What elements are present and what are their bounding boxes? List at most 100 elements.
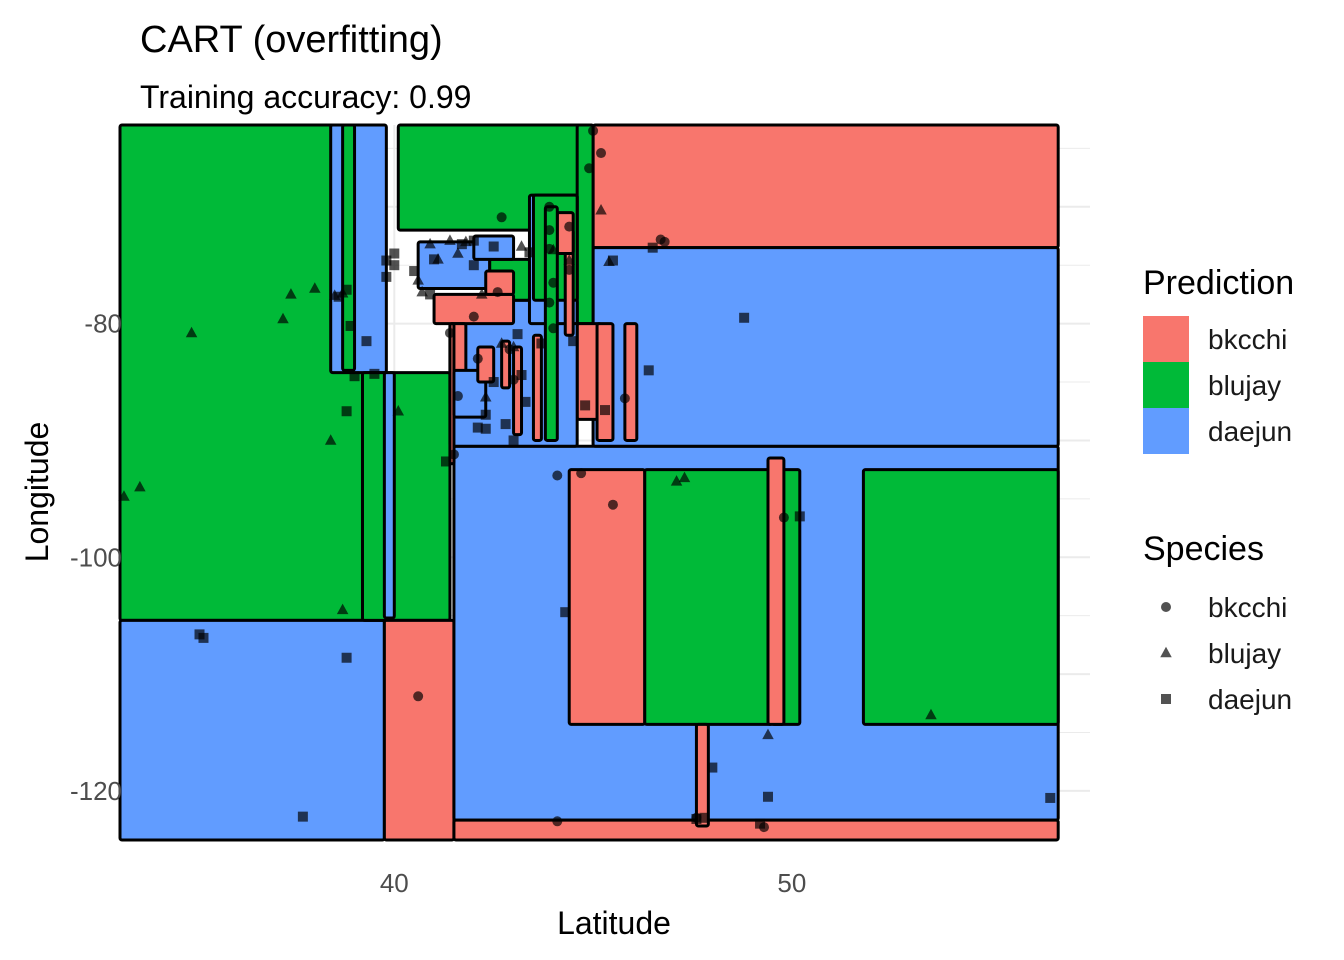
species-legend-label-blujay: blujay: [1208, 638, 1281, 669]
point-daejun: [480, 423, 491, 434]
prediction-legend-label-blujay: blujay: [1208, 370, 1281, 401]
point-blujay: [515, 240, 528, 251]
region-bkcchi: [567, 468, 647, 726]
point-blujay: [309, 282, 321, 293]
region-blujay: [861, 468, 1060, 726]
point-blujay: [412, 274, 424, 285]
point-blujay: [444, 234, 456, 245]
point-daejun: [349, 371, 360, 382]
point-daejun: [468, 235, 479, 246]
point-daejun: [409, 266, 420, 277]
chart-title: CART (overfitting): [140, 19, 443, 61]
point-bkcchi: [778, 512, 789, 523]
point-daejun: [607, 255, 618, 266]
point-daejun: [512, 329, 523, 340]
species-legend-label-daejun: daejun: [1208, 684, 1292, 715]
point-bkcchi: [564, 221, 575, 232]
point-daejun: [468, 260, 479, 271]
point-daejun: [488, 377, 499, 388]
region-blujay: [643, 468, 774, 726]
point-bkcchi: [544, 201, 555, 212]
point-blujay: [134, 480, 146, 492]
point-daejun: [739, 312, 750, 323]
point-blujay: [452, 247, 464, 258]
point-daejun: [524, 247, 535, 258]
region-bkcchi: [591, 123, 1060, 250]
point-daejun: [381, 255, 392, 266]
point-blujay: [595, 204, 607, 215]
point-blujay: [118, 490, 130, 501]
y-tick-label: -100: [70, 542, 122, 572]
observation-points: [118, 125, 1056, 833]
point-bkcchi: [552, 470, 563, 481]
species-legend-key-blujay: [1160, 646, 1172, 658]
region-blujay: [543, 205, 559, 442]
point-daejun: [440, 456, 451, 467]
point-bkcchi: [544, 225, 555, 236]
point-daejun: [341, 652, 352, 663]
prediction-legend-swatch-daejun: [1143, 408, 1189, 454]
region-bkcchi: [531, 333, 543, 442]
x-tick-label: 40: [380, 868, 409, 898]
point-daejun: [707, 762, 718, 773]
species-legend-key-daejun: [1161, 694, 1171, 704]
point-daejun: [699, 812, 710, 823]
point-daejun: [345, 320, 356, 331]
point-bkcchi: [472, 353, 483, 364]
point-bkcchi: [548, 277, 559, 288]
point-bkcchi: [564, 264, 575, 275]
prediction-legend: Prediction bkcchi blujay daejun: [1143, 264, 1294, 454]
point-bkcchi: [468, 311, 479, 322]
prediction-legend-swatch-blujay: [1143, 362, 1189, 408]
region-bkcchi: [432, 292, 516, 326]
point-bkcchi: [444, 327, 455, 338]
point-blujay: [416, 285, 428, 297]
point-bkcchi: [596, 148, 607, 159]
species-legend-title: Species: [1143, 530, 1264, 568]
point-blujay: [495, 337, 508, 348]
point-daejun: [389, 248, 400, 259]
point-bkcchi: [492, 287, 503, 298]
point-daejun: [643, 365, 654, 376]
point-blujay: [476, 288, 488, 299]
chart-subtitle: Training accuracy: 0.99: [140, 79, 471, 115]
point-blujay: [547, 243, 560, 255]
y-axis-title: Longitude: [19, 422, 55, 563]
point-blujay: [392, 404, 405, 416]
point-bkcchi: [607, 499, 618, 510]
point-daejun: [198, 632, 209, 643]
point-daejun: [297, 811, 308, 822]
point-daejun: [536, 338, 547, 349]
axis-ticks: 40 50 -80 -100 -120: [70, 309, 806, 898]
point-daejun: [425, 289, 436, 300]
region-bkcchi: [382, 618, 456, 842]
point-bkcchi: [588, 125, 599, 136]
prediction-legend-swatch-bkcchi: [1143, 316, 1189, 362]
prediction-legend-label-daejun: daejun: [1208, 416, 1292, 447]
point-daejun: [794, 511, 805, 522]
point-daejun: [755, 818, 766, 829]
region-bkcchi: [694, 722, 710, 828]
point-bkcchi: [544, 297, 555, 308]
region-blujay: [341, 123, 357, 372]
point-blujay: [762, 728, 774, 740]
point-bkcchi: [496, 212, 507, 223]
point-bkcchi: [619, 393, 630, 404]
point-blujay: [324, 434, 337, 445]
point-blujay: [424, 237, 436, 249]
point-daejun: [508, 435, 519, 446]
point-bkcchi: [576, 468, 587, 479]
species-legend: Species bkcchi blujay daejun: [1143, 530, 1292, 715]
point-bkcchi: [584, 163, 595, 174]
y-tick-label: -80: [84, 309, 122, 339]
point-daejun: [647, 242, 658, 253]
point-blujay: [507, 340, 520, 352]
point-daejun: [1045, 792, 1056, 803]
prediction-legend-label-bkcchi: bkcchi: [1208, 324, 1287, 355]
region-blujay: [575, 123, 595, 326]
point-blujay: [277, 312, 289, 324]
point-blujay: [479, 390, 492, 402]
point-daejun: [520, 396, 531, 407]
region-bkcchi: [512, 345, 524, 437]
